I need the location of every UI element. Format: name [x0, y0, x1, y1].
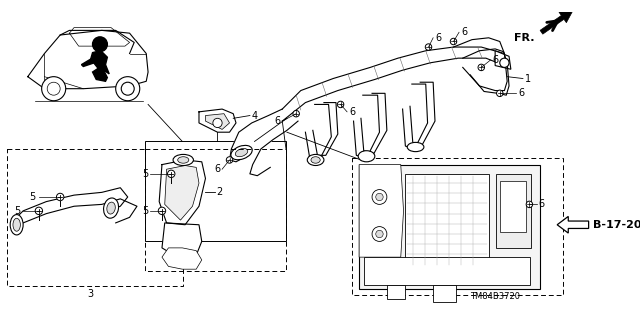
- Text: 5: 5: [142, 169, 148, 179]
- Text: 6: 6: [349, 107, 355, 117]
- Text: 6: 6: [214, 164, 220, 174]
- Circle shape: [56, 193, 64, 201]
- Polygon shape: [230, 109, 298, 176]
- Text: 5: 5: [142, 206, 148, 216]
- Text: 3: 3: [88, 289, 94, 299]
- Bar: [405, 174, 489, 266]
- Bar: [359, 165, 540, 289]
- FancyArrow shape: [540, 10, 573, 34]
- Text: 6: 6: [518, 88, 524, 98]
- Circle shape: [35, 207, 43, 215]
- Ellipse shape: [13, 218, 20, 231]
- Circle shape: [451, 38, 457, 45]
- Circle shape: [497, 90, 503, 97]
- Polygon shape: [353, 93, 387, 158]
- Ellipse shape: [173, 154, 193, 166]
- Polygon shape: [164, 166, 199, 220]
- Circle shape: [372, 189, 387, 204]
- Polygon shape: [93, 68, 108, 81]
- Polygon shape: [359, 165, 404, 257]
- Bar: [496, 174, 531, 248]
- Text: 6: 6: [492, 55, 499, 65]
- Text: TM84B3720: TM84B3720: [470, 293, 520, 301]
- Circle shape: [47, 82, 60, 95]
- Bar: [500, 181, 525, 232]
- Ellipse shape: [311, 157, 320, 163]
- Polygon shape: [159, 160, 205, 225]
- Circle shape: [158, 207, 166, 215]
- Text: 2: 2: [216, 187, 223, 197]
- Circle shape: [337, 101, 344, 108]
- Ellipse shape: [236, 148, 248, 157]
- Circle shape: [121, 82, 134, 95]
- Polygon shape: [199, 109, 236, 132]
- Polygon shape: [403, 82, 435, 149]
- Ellipse shape: [10, 215, 23, 235]
- Circle shape: [372, 226, 387, 241]
- Circle shape: [478, 64, 484, 70]
- Circle shape: [376, 193, 383, 201]
- Ellipse shape: [178, 157, 189, 163]
- Polygon shape: [495, 51, 511, 69]
- Text: 5: 5: [14, 206, 20, 216]
- Polygon shape: [14, 188, 137, 229]
- Bar: [8, 149, 183, 286]
- Polygon shape: [433, 285, 456, 301]
- Text: 5: 5: [29, 192, 35, 202]
- Ellipse shape: [358, 151, 375, 162]
- Text: 1: 1: [525, 73, 531, 84]
- Ellipse shape: [107, 202, 115, 214]
- Text: 4: 4: [252, 111, 258, 121]
- Circle shape: [425, 44, 432, 50]
- Text: 6: 6: [275, 116, 280, 126]
- Ellipse shape: [307, 154, 324, 166]
- Bar: [145, 149, 286, 271]
- Circle shape: [500, 58, 509, 67]
- Text: 6: 6: [435, 33, 441, 43]
- FancyArrow shape: [557, 216, 589, 233]
- Text: 6: 6: [461, 27, 467, 37]
- Polygon shape: [205, 114, 230, 130]
- Ellipse shape: [231, 145, 252, 160]
- Circle shape: [168, 170, 175, 178]
- Bar: [145, 141, 286, 241]
- Circle shape: [376, 230, 383, 238]
- Polygon shape: [305, 103, 338, 160]
- Circle shape: [93, 37, 108, 52]
- Polygon shape: [28, 30, 148, 89]
- Polygon shape: [282, 47, 504, 121]
- Polygon shape: [81, 59, 95, 66]
- Circle shape: [116, 77, 140, 101]
- Circle shape: [293, 110, 300, 117]
- Circle shape: [227, 157, 233, 163]
- Polygon shape: [387, 285, 405, 299]
- Polygon shape: [162, 223, 202, 262]
- Circle shape: [526, 201, 532, 208]
- Ellipse shape: [104, 198, 118, 218]
- Bar: [364, 257, 531, 285]
- Ellipse shape: [407, 142, 424, 152]
- Polygon shape: [91, 52, 109, 74]
- Text: B-17-20: B-17-20: [593, 220, 640, 230]
- Polygon shape: [454, 38, 509, 95]
- Polygon shape: [162, 248, 202, 269]
- Text: 6: 6: [539, 199, 545, 209]
- Bar: [352, 158, 563, 295]
- Text: FR.: FR.: [513, 33, 534, 43]
- Circle shape: [213, 118, 222, 128]
- Circle shape: [42, 77, 66, 101]
